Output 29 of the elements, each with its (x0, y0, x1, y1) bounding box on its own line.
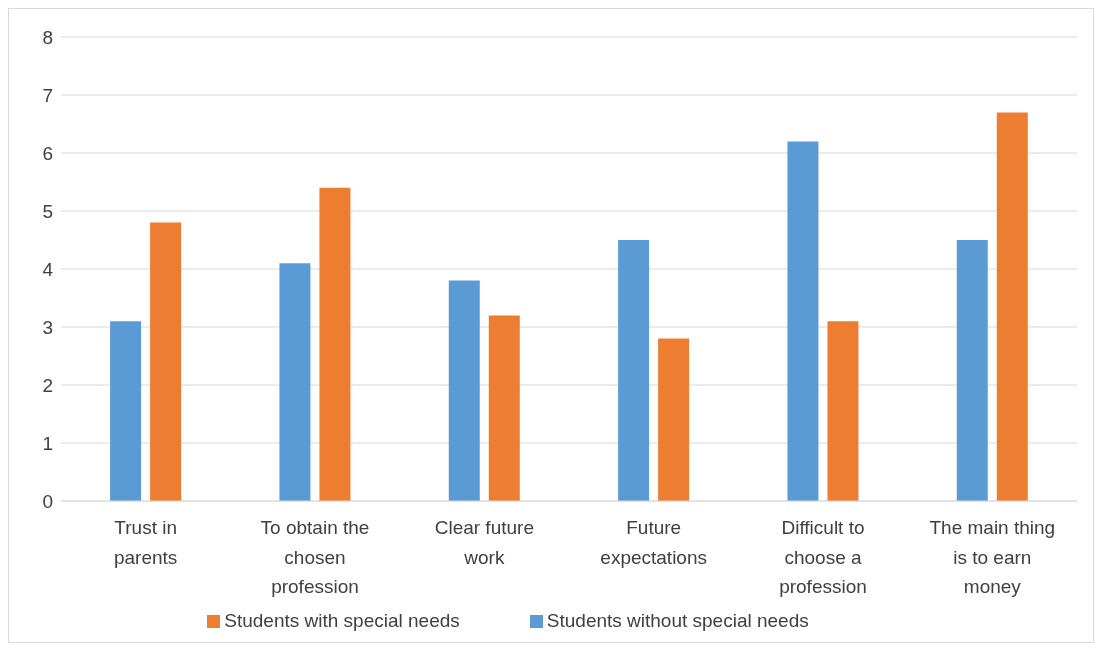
x-tick-label: The main thing is to earn money (929, 517, 1056, 597)
bar (488, 315, 520, 501)
y-tick-label: 7 (42, 84, 53, 106)
bar (996, 112, 1028, 501)
x-tick-label: To obtain the chosen profession (260, 517, 370, 597)
y-tick-label: 0 (42, 490, 53, 512)
y-tick-label: 1 (42, 432, 53, 454)
x-tick-label: Clear future work (434, 517, 534, 568)
bar (110, 321, 142, 501)
y-tick-label: 3 (42, 316, 53, 338)
bar (150, 222, 182, 501)
y-tick-label: 5 (42, 200, 53, 222)
bar (279, 263, 311, 501)
bar (658, 338, 690, 501)
bar (827, 321, 859, 501)
bar (319, 187, 351, 501)
x-tick-label: Trust in parents (113, 517, 178, 568)
bar (618, 240, 650, 501)
bar (448, 280, 480, 501)
y-tick-label: 4 (42, 258, 54, 280)
x-tick-label: Future expectations (600, 517, 708, 568)
y-tick-label: 8 (42, 26, 53, 48)
bar (787, 141, 819, 501)
bar (956, 240, 988, 501)
y-tick-label: 2 (42, 374, 53, 396)
y-tick-label: 6 (42, 142, 53, 164)
legend-label: Students without special needs (546, 610, 809, 631)
legend-label: Students with special needs (224, 610, 460, 631)
x-tick-label: Difficult to choose a profession (779, 517, 867, 597)
